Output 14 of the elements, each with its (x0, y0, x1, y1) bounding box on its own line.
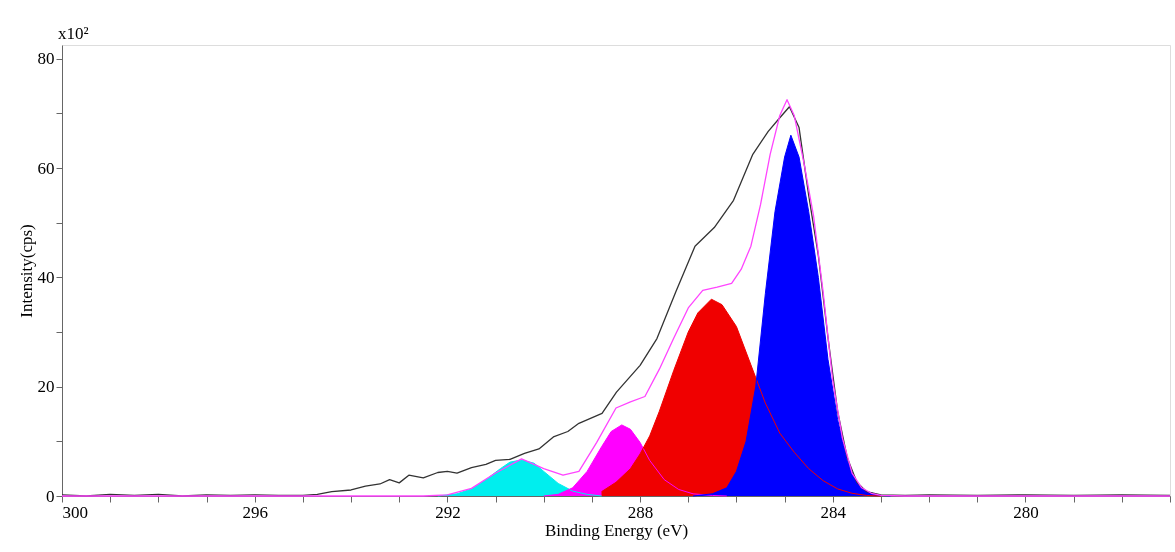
y-tick-label: 0 (46, 486, 55, 506)
x-tick-label: 280 (1013, 502, 1039, 522)
x-axis-title: Binding Energy (eV) (544, 520, 689, 540)
x-tick-label: 288 (627, 502, 654, 522)
y-tick-label: 20 (37, 377, 55, 397)
x-tick-label: 300 (62, 502, 88, 522)
text: x10² (58, 24, 89, 43)
y-tick-label: 80 (37, 49, 55, 69)
x-tick-label: 284 (820, 502, 847, 522)
y-axis-title: Intensity(cps) (16, 224, 36, 318)
x-tick-label: 296 (242, 502, 268, 522)
y-tick-label: 40 (37, 267, 55, 287)
y-tick-label: 60 (37, 158, 55, 178)
x-tick-label: 292 (435, 502, 461, 522)
